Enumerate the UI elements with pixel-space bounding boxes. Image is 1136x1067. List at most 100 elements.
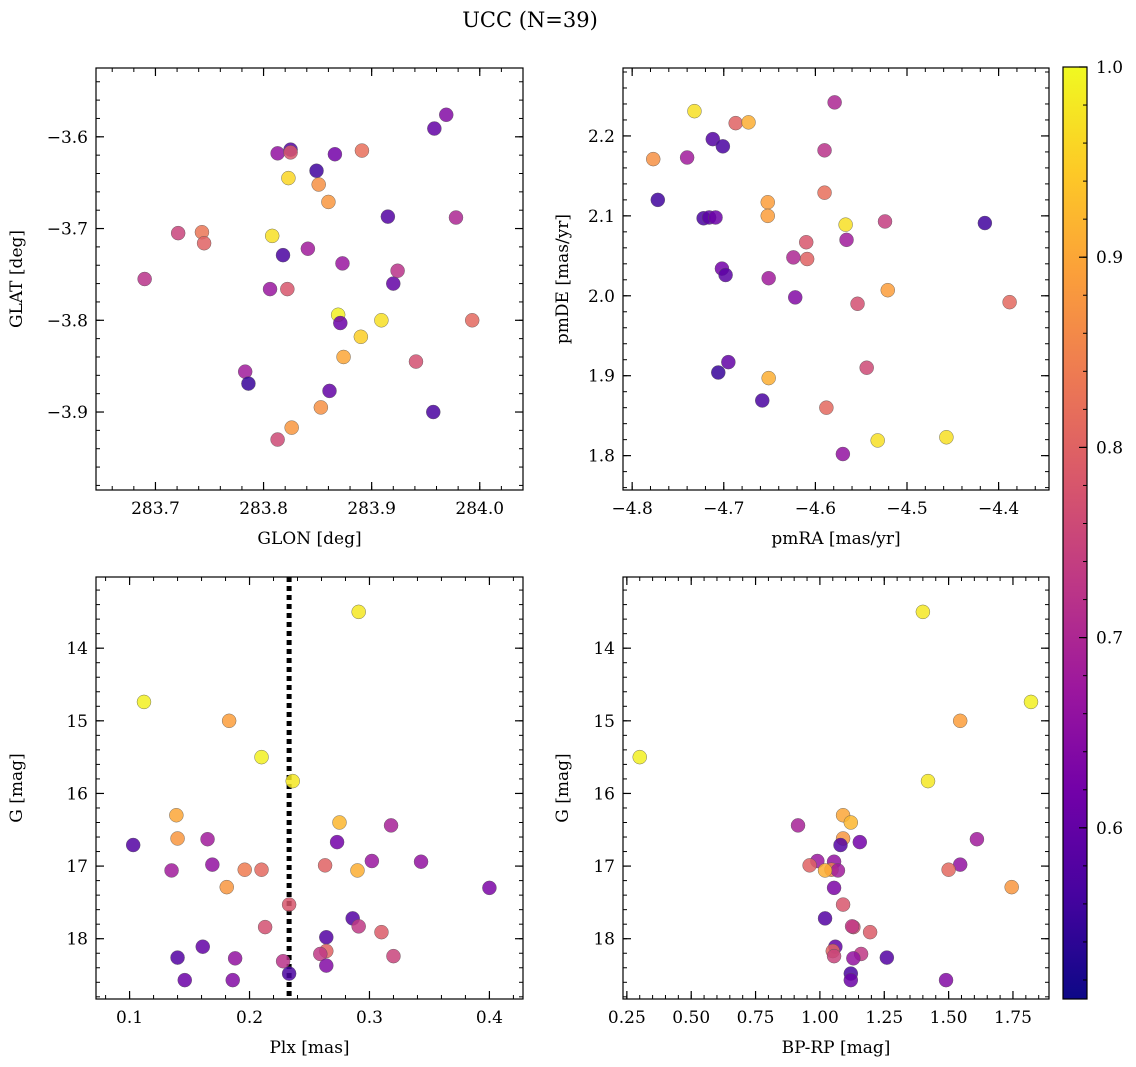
data-point (205, 857, 220, 872)
data-point (761, 271, 776, 286)
colorbar: 0.6 0.7 0.8 0.9 1.0 (1062, 58, 1123, 1000)
x-tick-label: 1.00 (801, 1008, 839, 1028)
data-point (283, 145, 298, 160)
data-point (760, 195, 775, 210)
axes-frame (95, 576, 524, 1000)
axes-frame (622, 576, 1050, 1000)
data-point (835, 897, 851, 912)
data-point (329, 834, 345, 850)
colorbar-tick-label: 0.8 (1096, 438, 1123, 458)
data-point (270, 432, 285, 447)
data-point (300, 241, 316, 256)
data-point (237, 862, 252, 877)
data-point (280, 281, 295, 297)
data-point (170, 225, 186, 241)
colorbar-tick-label: 0.7 (1096, 629, 1123, 649)
data-point (915, 604, 931, 620)
data-point (136, 694, 152, 710)
data-point (439, 107, 454, 122)
x-tick-label: −4.4 (978, 499, 1019, 519)
data-point (799, 251, 815, 267)
data-point (364, 853, 380, 869)
data-point (200, 832, 215, 847)
x-tick-label: 284.0 (455, 499, 504, 519)
data-point (164, 863, 179, 878)
axes-frame (95, 67, 524, 491)
y-tick-label: 14 (593, 639, 615, 659)
data-point (817, 185, 832, 200)
data-point (939, 430, 954, 445)
data-point (313, 946, 328, 962)
data-point (708, 210, 723, 225)
colorbar-gradient (1062, 66, 1088, 1000)
data-point (728, 115, 743, 131)
data-point (817, 863, 833, 878)
data-point (464, 313, 480, 328)
data-point (844, 919, 860, 934)
y-tick-label: 18 (593, 930, 615, 950)
data-point (333, 315, 348, 331)
data-point (380, 209, 396, 224)
x-tick-label: 1.25 (865, 1008, 903, 1028)
data-point (870, 433, 885, 448)
data-point (383, 818, 399, 833)
data-point (285, 773, 300, 789)
figure-title: UCC (N=39) (462, 8, 598, 32)
data-point (262, 281, 278, 297)
x-tick-label: 1.75 (994, 1008, 1032, 1028)
data-point (221, 713, 237, 729)
data-point (969, 832, 985, 847)
data-point (852, 834, 868, 850)
data-point (275, 954, 291, 969)
data-point (1023, 694, 1039, 710)
data-point (350, 863, 365, 878)
data-point (830, 863, 846, 878)
data-point (646, 151, 661, 167)
data-point (374, 313, 389, 328)
y-tick-label: −3.7 (47, 220, 88, 240)
data-point (755, 393, 770, 408)
y-tick-label: −3.9 (47, 403, 88, 423)
scatter-panel-1: 283.7 283.8 283.9 284.0 −3.6 −3.7 −3.8 −3.9 GLON… (7, 67, 524, 549)
data-point (311, 177, 326, 192)
x-axis-label: Plx [mas] (269, 1038, 349, 1058)
x-tick-label: 283.9 (347, 499, 396, 519)
scatter-panel-3: 0.1 0.2 0.3 0.4 14 15 16 17 18 Plx [mas] G [mag] (7, 576, 524, 1058)
data-point (195, 939, 210, 954)
data-point (920, 773, 936, 789)
data-point (833, 837, 848, 853)
y-tick-label: 1.9 (588, 367, 615, 387)
y-axis-label: G [mag] (7, 753, 27, 822)
data-point (313, 400, 329, 415)
y-tick-label: −3.8 (47, 311, 88, 331)
data-point (687, 103, 702, 119)
y-tick-label: 17 (593, 857, 615, 877)
data-point (169, 808, 184, 823)
data-point (317, 858, 333, 873)
data-point (196, 236, 212, 251)
x-tick-label: 283.7 (131, 499, 180, 519)
x-tick-label: −4.5 (886, 499, 927, 519)
x-tick-label: 283.8 (239, 499, 288, 519)
data-point (241, 376, 256, 391)
scatter-panel-2: −4.8 −4.7 −4.6 −4.5 −4.4 1.8 1.9 2.0 2.1 2.2 pmRA … (553, 67, 1050, 549)
data-point (761, 370, 776, 386)
data-point (859, 360, 874, 375)
y-tick-label: 2.0 (588, 287, 615, 307)
x-tick-label: 0.75 (737, 1008, 775, 1028)
data-point (799, 235, 814, 250)
data-point (374, 924, 389, 940)
data-point (880, 282, 895, 298)
y-tick-label: −3.6 (47, 128, 88, 148)
data-point (826, 948, 842, 964)
data-point (817, 143, 832, 158)
data-point (679, 150, 695, 165)
data-point (270, 146, 285, 161)
y-axis-label: pmDE [mas/yr] (553, 214, 573, 344)
data-point (427, 121, 442, 136)
data-point (721, 354, 736, 370)
axes-frame (622, 67, 1050, 491)
data-point (835, 446, 851, 462)
data-point (850, 296, 865, 311)
